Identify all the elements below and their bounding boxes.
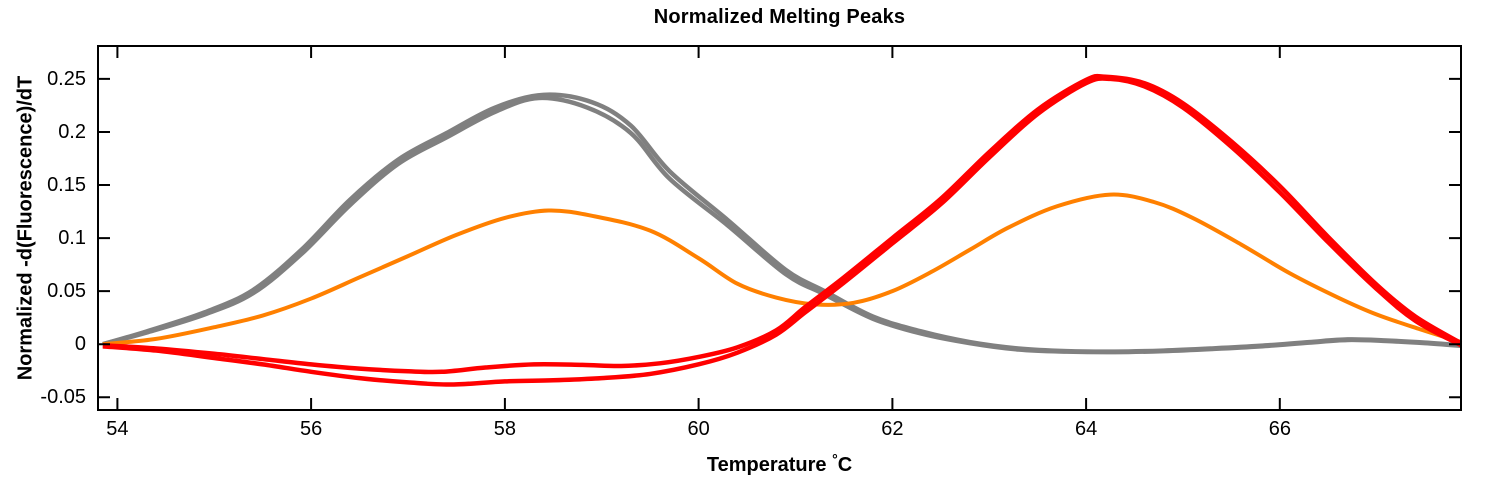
y-tick-label: 0.2: [58, 120, 86, 143]
y-tick-label: 0.1: [58, 227, 86, 250]
axis-ticks: [98, 46, 1461, 410]
series-red-1: [102, 73, 1463, 375]
x-axis-label-unit: C: [837, 454, 853, 476]
x-tick-label: 58: [493, 418, 516, 440]
x-tick-label: 56: [299, 418, 323, 440]
x-tick-label: 66: [1268, 418, 1291, 440]
y-tick-label: 0.15: [47, 174, 86, 197]
degree-symbol: °: [832, 451, 838, 467]
series-gray-1: [102, 92, 1462, 354]
series-gray-2: [102, 95, 1462, 355]
chart-title: Normalized Melting Peaks: [653, 6, 906, 28]
x-axis-label: Temperature °C: [98, 451, 1461, 477]
y-tick-label: -0.05: [40, 386, 86, 409]
y-tick-label: 0: [74, 333, 86, 356]
x-axis-label-text: Temperature: [706, 454, 833, 476]
axes-box: [97, 45, 1462, 411]
y-tick-label: 0.25: [47, 67, 86, 90]
x-tick-label: 54: [106, 418, 129, 440]
series-red-2: [102, 76, 1463, 387]
x-tick-label: 64: [1074, 418, 1098, 440]
y-tick-label: 0.05: [47, 280, 86, 303]
x-tick-label: 60: [687, 418, 710, 440]
x-tick-label: 62: [881, 418, 904, 440]
